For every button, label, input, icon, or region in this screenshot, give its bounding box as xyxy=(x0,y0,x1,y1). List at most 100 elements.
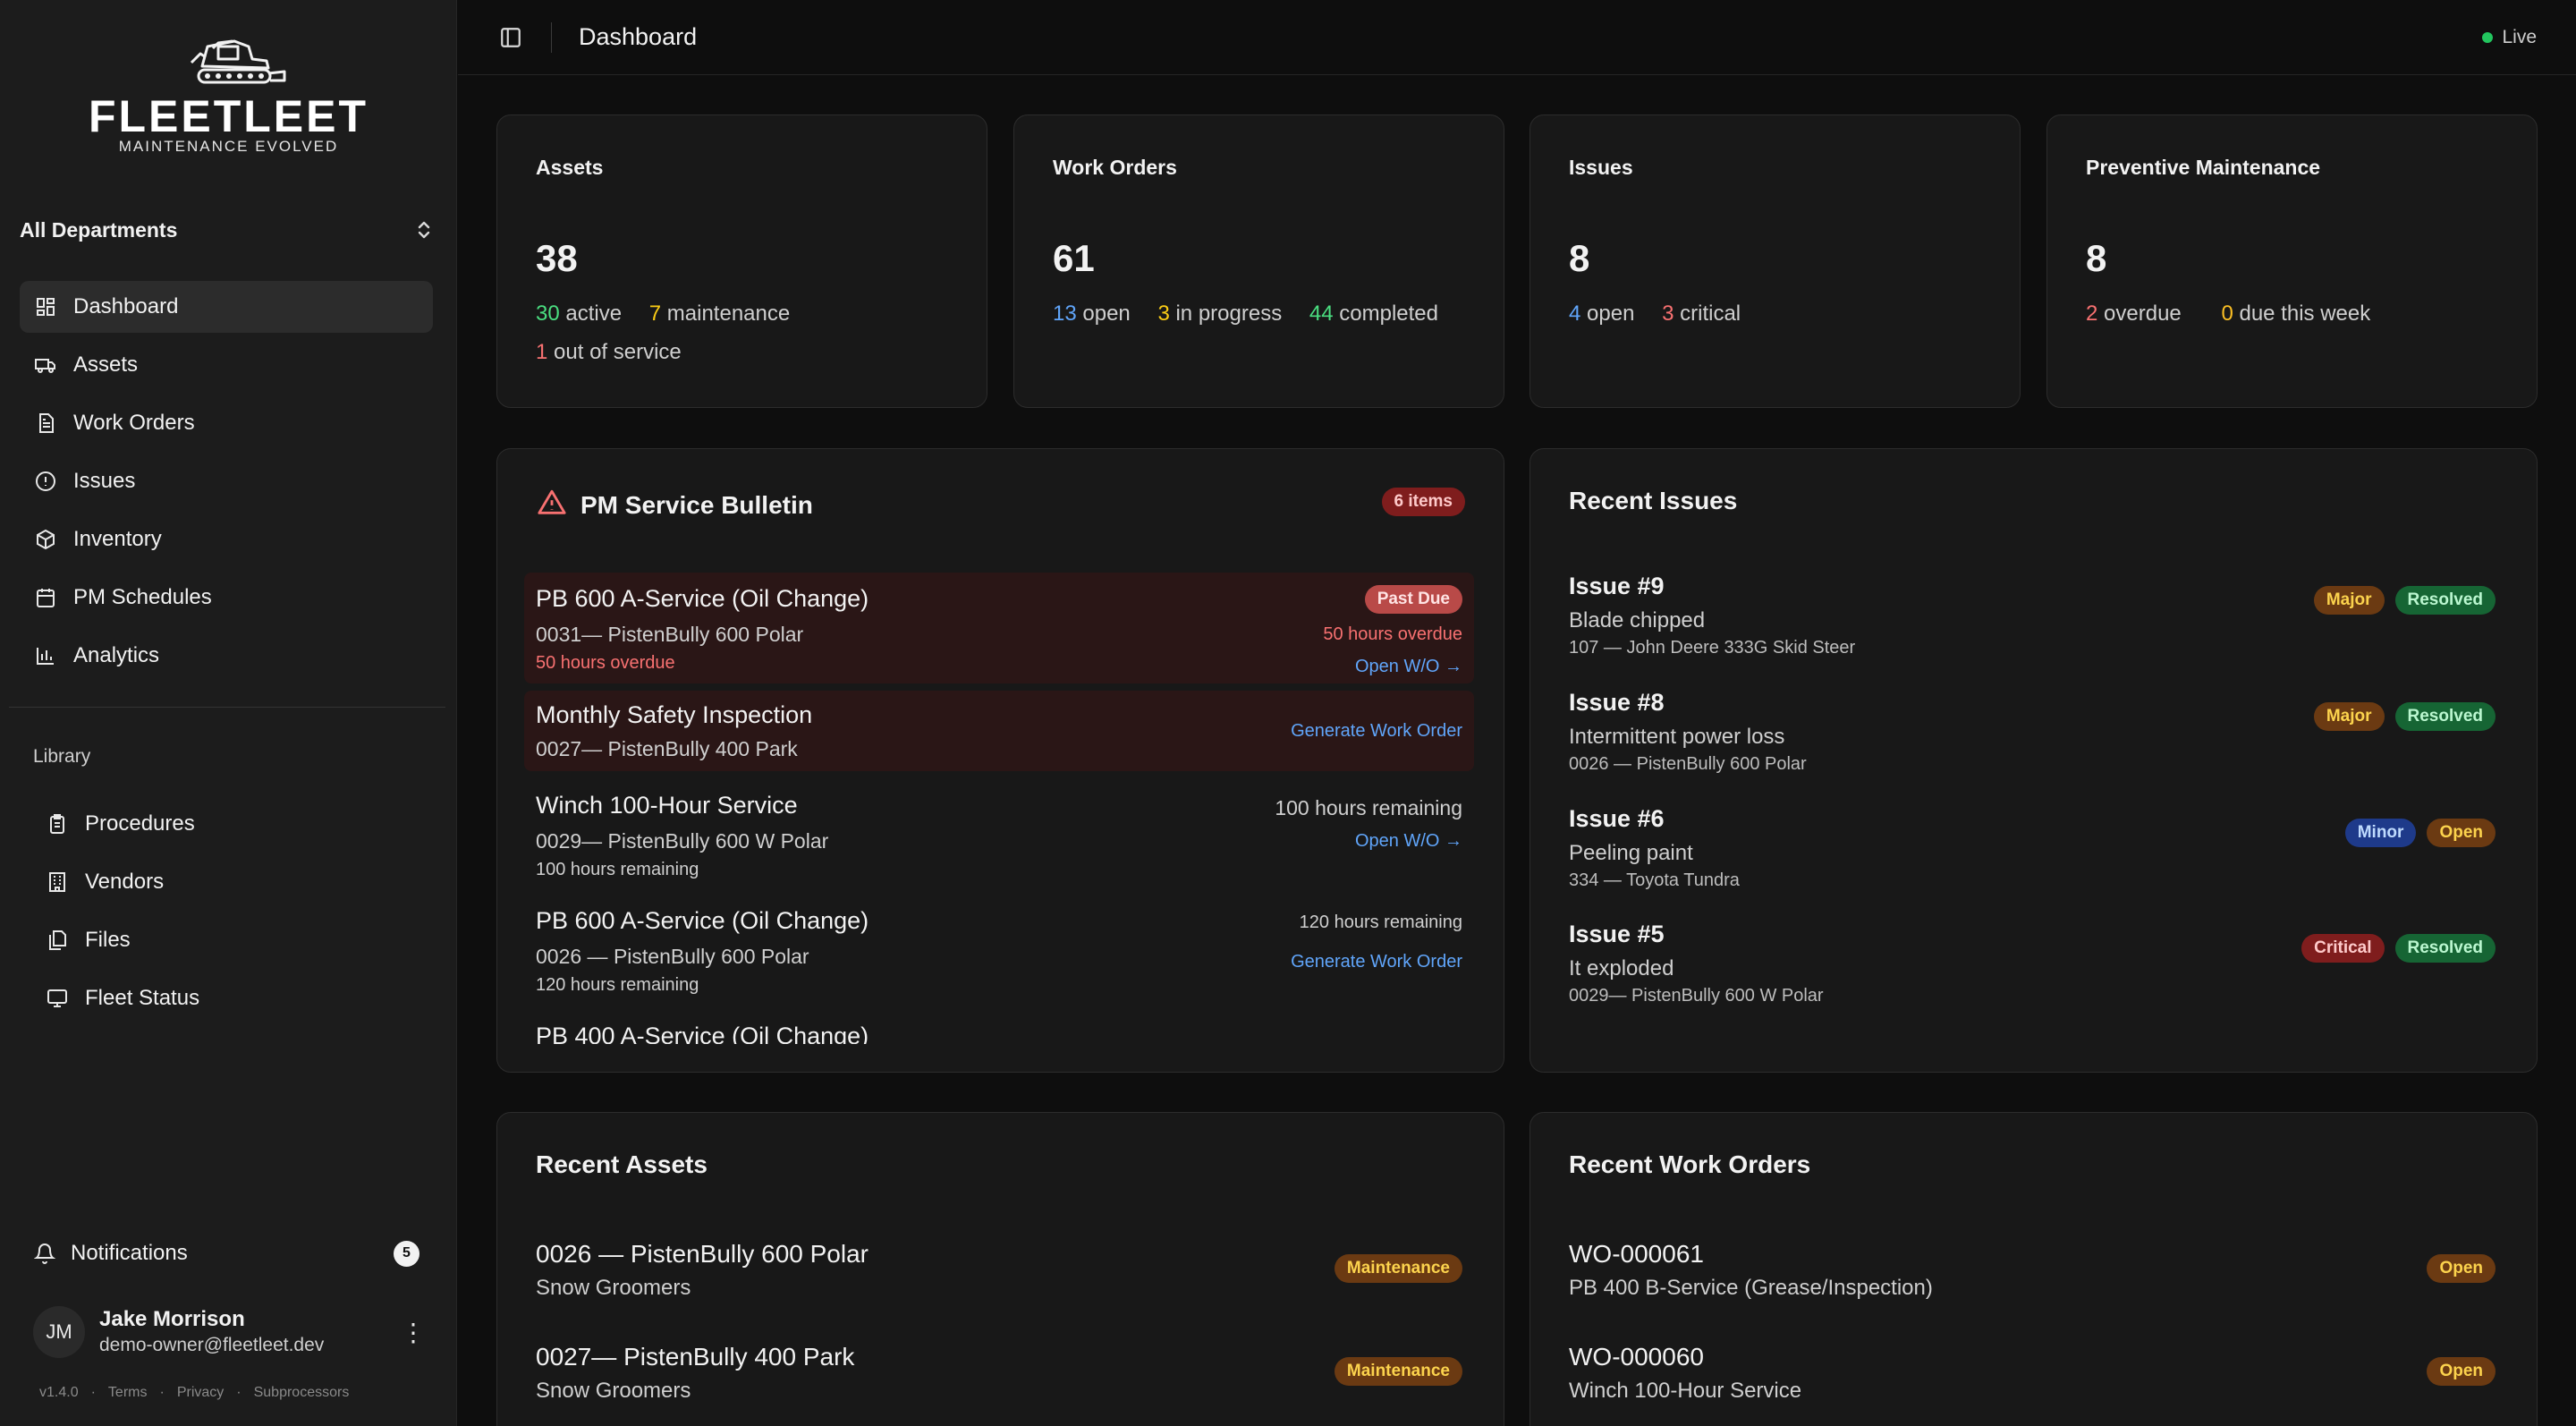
nav-item-inventory[interactable]: Inventory xyxy=(20,514,433,565)
severity-badge: Major xyxy=(2313,586,2385,615)
active-count: 30 xyxy=(536,301,560,326)
nav-item-procedures[interactable]: Procedures xyxy=(33,798,433,850)
in-progress-label: in progress xyxy=(1175,301,1283,326)
stat-title: Issues xyxy=(1569,156,1633,179)
completed-label: completed xyxy=(1339,301,1438,326)
notifications-count-badge: 5 xyxy=(394,1240,419,1267)
issue-row[interactable]: Issue #8 Intermittent power loss 0026 — … xyxy=(1569,689,2496,796)
out-of-service-count: 1 xyxy=(536,340,548,364)
footer-separator: · xyxy=(236,1385,242,1400)
severity-badge: Critical xyxy=(2301,934,2385,963)
nav-label: Vendors xyxy=(85,870,165,894)
work-order-id: WO-000061 xyxy=(1569,1240,1704,1268)
stat-title: Preventive Maintenance xyxy=(2086,156,2321,179)
work-order-row[interactable]: WO-000060 Winch 100-Hour Service Open xyxy=(1569,1343,2496,1414)
issue-title: Issue #5 xyxy=(1569,921,1665,947)
bulletin-item[interactable]: PB 600 A-Service (Oil Change) 0031— Pist… xyxy=(524,573,1474,683)
bulletin-item[interactable]: PB 400 A-Service (Oil Change) xyxy=(524,1014,1474,1044)
nav-item-vendors[interactable]: Vendors xyxy=(33,856,433,908)
bulletin-item[interactable]: PB 600 A-Service (Oil Change) 0026 — Pis… xyxy=(524,898,1474,1004)
stat-card-issues[interactable]: Issues 8 4 open 3 critical xyxy=(1530,115,2021,408)
issue-asset: 0026 — PistenBully 600 Polar xyxy=(1569,754,1807,774)
more-vertical-icon[interactable]: ⋮ xyxy=(401,1318,426,1346)
subprocessors-link[interactable]: Subprocessors xyxy=(253,1385,350,1400)
severity-badge: Major xyxy=(2313,702,2385,731)
bulletin-item-right-note: 50 hours overdue xyxy=(1323,624,1462,644)
asset-row[interactable]: 0027— PistenBully 400 Park Snow Groomers… xyxy=(536,1343,1462,1414)
bulletin-item-title: PB 400 A-Service (Oil Change) xyxy=(536,1023,869,1044)
work-order-row[interactable]: WO-000061 PB 400 B-Service (Grease/Inspe… xyxy=(1569,1240,2496,1311)
status-badge: Resolved xyxy=(2394,934,2496,963)
department-selector[interactable]: All Departments xyxy=(20,211,433,249)
open-count: 13 xyxy=(1053,301,1077,326)
footer-separator: · xyxy=(159,1385,165,1400)
dashboard-icon xyxy=(34,295,57,318)
open-count: 4 xyxy=(1569,301,1581,326)
work-order-description: Winch 100-Hour Service xyxy=(1569,1379,1802,1403)
issue-badges: Major Resolved xyxy=(2313,702,2496,731)
open-work-order-link[interactable]: Open W/O → xyxy=(1354,657,1462,676)
nav-item-assets[interactable]: Assets xyxy=(20,339,433,391)
stat-card-work-orders[interactable]: Work Orders 61 13 open 3 in progress 44 … xyxy=(1013,115,1504,408)
sidebar-toggle-icon[interactable] xyxy=(497,24,524,51)
due-this-week-label: due this week xyxy=(2239,301,2371,326)
nav-item-dashboard[interactable]: Dashboard xyxy=(20,281,433,333)
bulletin-item-right-note: 100 hours remaining xyxy=(1275,796,1462,819)
issue-row[interactable]: Issue #6 Peeling paint 334 — Toyota Tund… xyxy=(1569,805,2496,912)
status-badge: Resolved xyxy=(2394,586,2496,615)
user-profile[interactable]: JM Jake Morrison demo-owner@fleetleet.de… xyxy=(33,1303,427,1362)
nav-label: Inventory xyxy=(73,527,162,551)
notifications-button[interactable]: Notifications 5 xyxy=(33,1230,419,1277)
nav-label: Issues xyxy=(73,469,136,493)
bulletin-item-title: PB 600 A-Service (Oil Change) xyxy=(536,907,869,934)
recent-issues-title: Recent Issues xyxy=(1569,487,1738,514)
terms-link[interactable]: Terms xyxy=(107,1385,148,1400)
generate-work-order-link[interactable]: Generate Work Order xyxy=(1291,952,1462,972)
building-icon xyxy=(46,870,69,894)
issue-row[interactable]: Issue #5 It exploded 0029— PistenBully 6… xyxy=(1569,921,2496,1028)
open-work-order-link[interactable]: Open W/O → xyxy=(1354,831,1462,851)
snowcat-logo-icon xyxy=(190,39,285,84)
main-nav: Dashboard Assets Work Orders Issues Inve… xyxy=(20,281,433,688)
library-nav: Procedures Vendors Files Fleet Status xyxy=(33,798,433,1031)
privacy-link[interactable]: Privacy xyxy=(176,1385,225,1400)
brand-logo[interactable]: FLEETLEET MAINTENANCE EVOLVED xyxy=(0,27,457,156)
stat-title: Work Orders xyxy=(1053,156,1177,179)
nav-item-issues[interactable]: Issues xyxy=(20,455,433,507)
bulletin-item[interactable]: Monthly Safety Inspection 0027— PistenBu… xyxy=(524,691,1474,771)
bulletin-item[interactable]: Winch 100-Hour Service 0029— PistenBully… xyxy=(524,783,1474,888)
avatar: JM xyxy=(33,1306,85,1358)
nav-item-work-orders[interactable]: Work Orders xyxy=(20,397,433,449)
sidebar: FLEETLEET MAINTENANCE EVOLVED All Depart… xyxy=(0,0,457,1426)
issue-asset: 334 — Toyota Tundra xyxy=(1569,870,1740,890)
critical-label: critical xyxy=(1680,301,1741,326)
bulletin-list: PB 600 A-Service (Oil Change) 0031— Pist… xyxy=(524,570,1474,1044)
nav-item-fleet-status[interactable]: Fleet Status xyxy=(33,972,433,1024)
work-order-id: WO-000060 xyxy=(1569,1343,1704,1371)
issue-asset: 0029— PistenBully 600 W Polar xyxy=(1569,986,1824,1006)
calendar-icon xyxy=(34,586,57,609)
status-badge: Open xyxy=(2427,1254,2496,1283)
nav-item-analytics[interactable]: Analytics xyxy=(20,630,433,682)
nav-label: Dashboard xyxy=(73,294,179,318)
stat-value: 38 xyxy=(536,237,578,279)
issue-row[interactable]: Issue #9 Blade chipped 107 — John Deere … xyxy=(1569,573,2496,680)
stat-breakdown-2: 1 out of service xyxy=(536,340,692,365)
generate-work-order-link[interactable]: Generate Work Order xyxy=(1291,721,1462,741)
live-dot-icon xyxy=(2482,31,2494,43)
bulletin-title: PM Service Bulletin xyxy=(580,490,813,519)
nav-item-files[interactable]: Files xyxy=(33,914,433,966)
nav-label: Work Orders xyxy=(73,411,195,435)
out-of-service-label: out of service xyxy=(554,340,682,364)
nav-item-pm-schedules[interactable]: PM Schedules xyxy=(20,572,433,624)
bulletin-item-asset: 0027— PistenBully 400 Park xyxy=(536,737,798,760)
alert-circle-icon xyxy=(34,470,57,493)
stat-card-assets[interactable]: Assets 38 30 active 7 maintenance 1 out … xyxy=(496,115,987,408)
stat-card-preventive-maintenance[interactable]: Preventive Maintenance 8 2 overdue 0 due… xyxy=(2046,115,2538,408)
past-due-badge: Past Due xyxy=(1364,585,1462,614)
asset-row[interactable]: 0026 — PistenBully 600 Polar Snow Groome… xyxy=(536,1240,1462,1311)
status-badge: Resolved xyxy=(2394,702,2496,731)
status-badge: Open xyxy=(2427,819,2496,847)
brand-name: FLEETLEET xyxy=(88,91,369,141)
header-divider xyxy=(551,21,552,53)
